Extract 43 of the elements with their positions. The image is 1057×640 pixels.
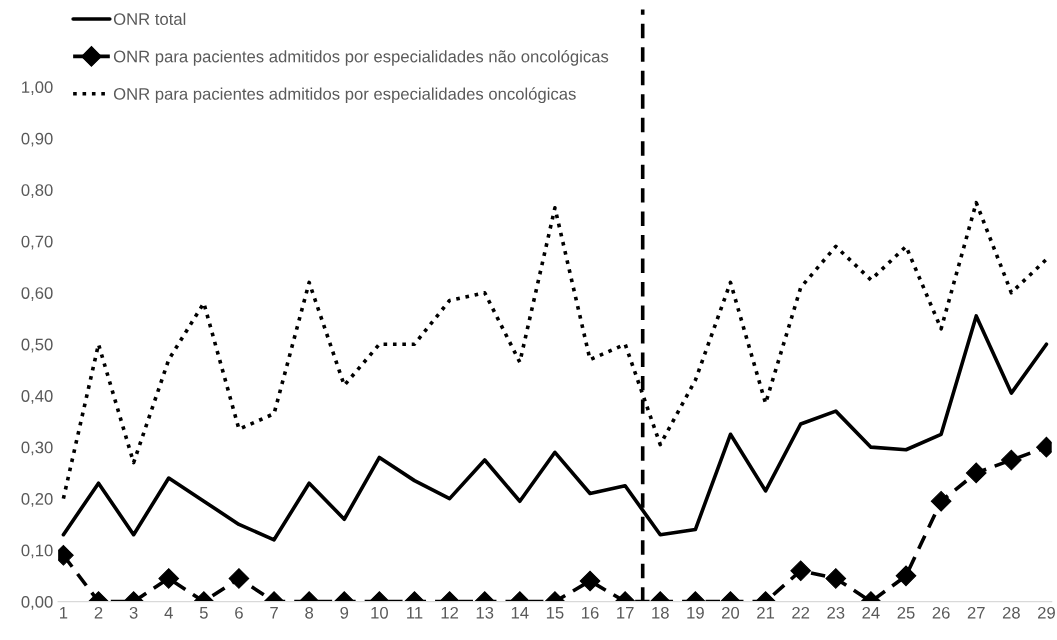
- legend-label: ONR para pacientes admitidos por especialidades oncológicas: [113, 87, 576, 104]
- x-tick-label: 8: [305, 606, 314, 619]
- x-tick-label: 2: [94, 606, 103, 619]
- y-tick-label: 0,70: [21, 235, 53, 250]
- x-tick-label: 14: [511, 607, 529, 619]
- x-tick-label: 13: [476, 606, 494, 619]
- y-tick-label: 0,40: [21, 390, 53, 404]
- x-tick-label: 25: [897, 606, 915, 619]
- y-tick-label: 0,20: [21, 493, 53, 507]
- y-tick-label: 0,30: [21, 441, 53, 456]
- x-tick-label: 19: [687, 606, 704, 619]
- x-tick-label: 24: [862, 606, 880, 619]
- x-tick-label: 18: [652, 606, 669, 619]
- x-tick-label: 27: [967, 606, 985, 619]
- x-tick-label: 11: [407, 607, 423, 619]
- x-tick-label: 28: [1002, 606, 1020, 619]
- x-tick-label: 3: [129, 606, 138, 619]
- x-tick-label: 9: [340, 606, 349, 619]
- y-tick-label: 1,00: [22, 81, 53, 95]
- x-tick-label: 26: [932, 606, 950, 619]
- x-tick-label: 12: [441, 606, 459, 619]
- x-tick-label: 22: [792, 606, 810, 619]
- x-tick-label: 1: [60, 607, 68, 619]
- x-tick-label: 16: [582, 606, 599, 619]
- x-tick-label: 5: [199, 607, 208, 619]
- y-tick-label: 0,50: [21, 338, 53, 353]
- x-tick-label: 20: [722, 606, 740, 619]
- legend-label: ONR total: [113, 12, 186, 25]
- x-tick-label: 15: [546, 607, 564, 619]
- y-tick-label: 0,00: [21, 596, 53, 610]
- x-tick-label: 23: [827, 606, 845, 619]
- x-tick-label: 21: [757, 606, 775, 619]
- y-tick-label: 0,60: [21, 287, 53, 301]
- legend-label: ONR para pacientes admitidos por especialidades não oncológicas: [113, 49, 609, 66]
- x-tick-label: 17: [617, 607, 634, 619]
- x-tick-label: 7: [270, 607, 278, 619]
- y-tick-label: 0,10: [21, 544, 53, 559]
- y-tick-label: 0,90: [21, 132, 53, 147]
- x-tick-label: 29: [1038, 606, 1055, 619]
- x-tick-label: 10: [371, 606, 388, 619]
- y-tick-label: 0,80: [21, 184, 53, 198]
- x-tick-label: 6: [235, 606, 243, 619]
- x-tick-label: 4: [164, 607, 173, 619]
